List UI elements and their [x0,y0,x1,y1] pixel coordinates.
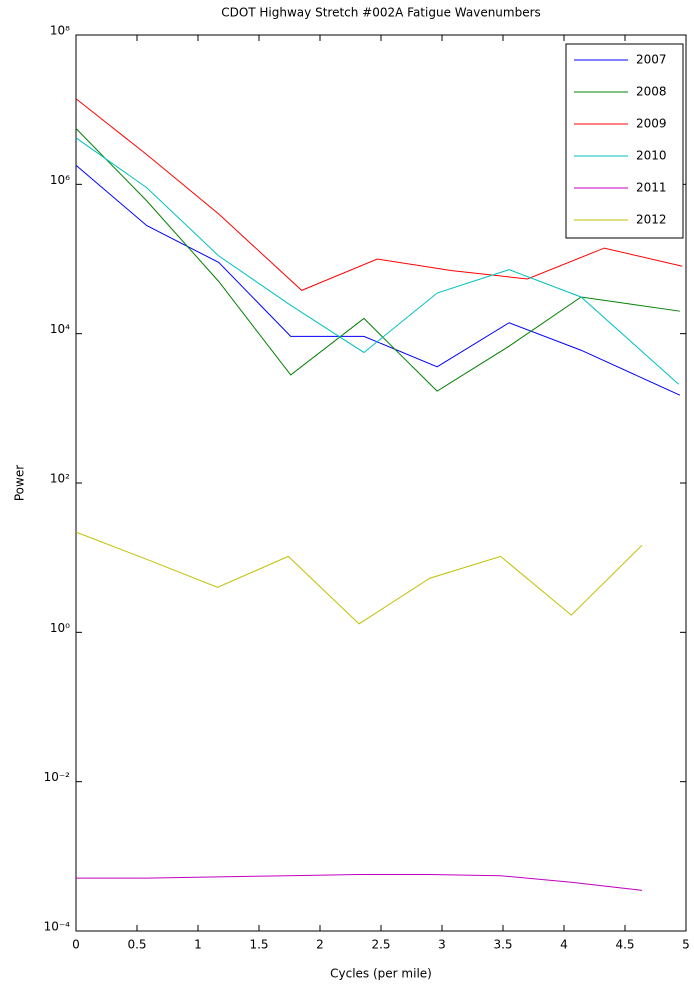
y-tick-label: 10⁻⁴ [44,920,71,934]
x-tick-label: 4 [560,938,568,952]
x-tick-label: 2.5 [371,938,390,952]
x-tick-label: 5 [682,938,690,952]
y-tick-label: 10⁴ [50,322,70,336]
x-axis-label: Cycles (per mile) [330,967,432,981]
x-tick-label: 2 [316,938,324,952]
x-tick-label: 3.5 [493,938,512,952]
y-tick-label: 10² [50,472,70,486]
legend-label: 2010 [636,149,667,163]
series-line [75,98,683,291]
y-tick-label: 10⁻² [44,770,71,784]
legend-label: 2009 [636,117,667,131]
y-tick-label: 10⁶ [50,173,70,187]
series-line [75,531,643,625]
x-tick-label: 4.5 [615,938,634,952]
x-tick-label: 0.5 [127,938,146,952]
series-line [76,874,643,891]
series-line [75,164,681,396]
x-tick-label: 1 [194,938,202,952]
y-axis-label: Power [13,465,27,501]
legend-box [565,43,684,239]
x-tick-label: 3 [438,938,446,952]
series-line [75,128,680,392]
y-tick-label: 10⁰ [50,621,70,635]
chart-title: CDOT Highway Stretch #002A Fatigue Waven… [221,6,541,20]
legend-label: 2012 [636,213,667,227]
legend-label: 2007 [636,53,667,67]
x-tick-label: 1.5 [249,938,268,952]
legend-label: 2011 [636,181,667,195]
series-line [75,137,680,385]
x-tick-label: 0 [72,938,80,952]
y-tick-label: 10⁸ [50,24,70,38]
legend-label: 2008 [636,85,667,99]
